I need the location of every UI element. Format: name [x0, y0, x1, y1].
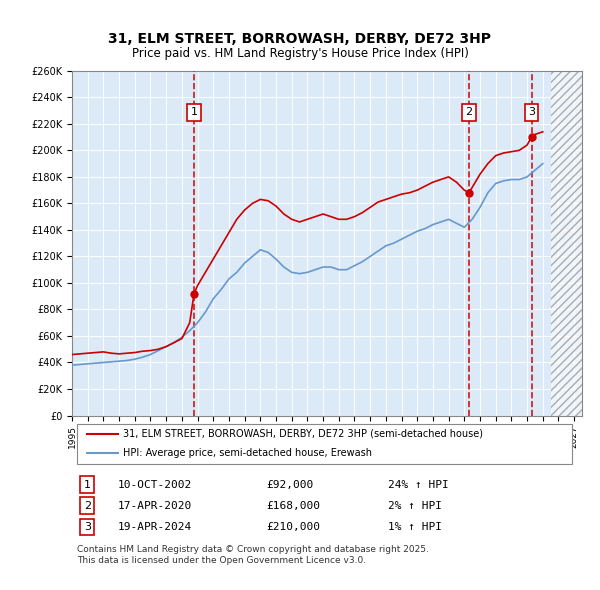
Text: 24% ↑ HPI: 24% ↑ HPI — [388, 480, 449, 490]
Text: £210,000: £210,000 — [266, 522, 320, 532]
FancyBboxPatch shape — [77, 424, 572, 464]
Text: 2: 2 — [84, 501, 91, 511]
Text: 31, ELM STREET, BORROWASH, DERBY, DE72 3HP (semi-detached house): 31, ELM STREET, BORROWASH, DERBY, DE72 3… — [123, 429, 483, 439]
Text: 3: 3 — [84, 522, 91, 532]
Text: £168,000: £168,000 — [266, 501, 320, 511]
Text: 10-OCT-2002: 10-OCT-2002 — [118, 480, 192, 490]
Text: 2: 2 — [465, 107, 472, 117]
Text: Contains HM Land Registry data © Crown copyright and database right 2025.
This d: Contains HM Land Registry data © Crown c… — [77, 546, 429, 565]
Bar — [551, 71, 582, 415]
Text: HPI: Average price, semi-detached house, Erewash: HPI: Average price, semi-detached house,… — [123, 448, 372, 458]
Text: 1: 1 — [84, 480, 91, 490]
Text: 31, ELM STREET, BORROWASH, DERBY, DE72 3HP: 31, ELM STREET, BORROWASH, DERBY, DE72 3… — [109, 32, 491, 47]
Text: 3: 3 — [528, 107, 535, 117]
Text: Price paid vs. HM Land Registry's House Price Index (HPI): Price paid vs. HM Land Registry's House … — [131, 47, 469, 60]
Bar — [551, 71, 582, 415]
Text: 1% ↑ HPI: 1% ↑ HPI — [388, 522, 442, 532]
Text: 1: 1 — [191, 107, 197, 117]
Text: 17-APR-2020: 17-APR-2020 — [118, 501, 192, 511]
Text: 19-APR-2024: 19-APR-2024 — [118, 522, 192, 532]
Text: 2% ↑ HPI: 2% ↑ HPI — [388, 501, 442, 511]
Text: £92,000: £92,000 — [266, 480, 313, 490]
